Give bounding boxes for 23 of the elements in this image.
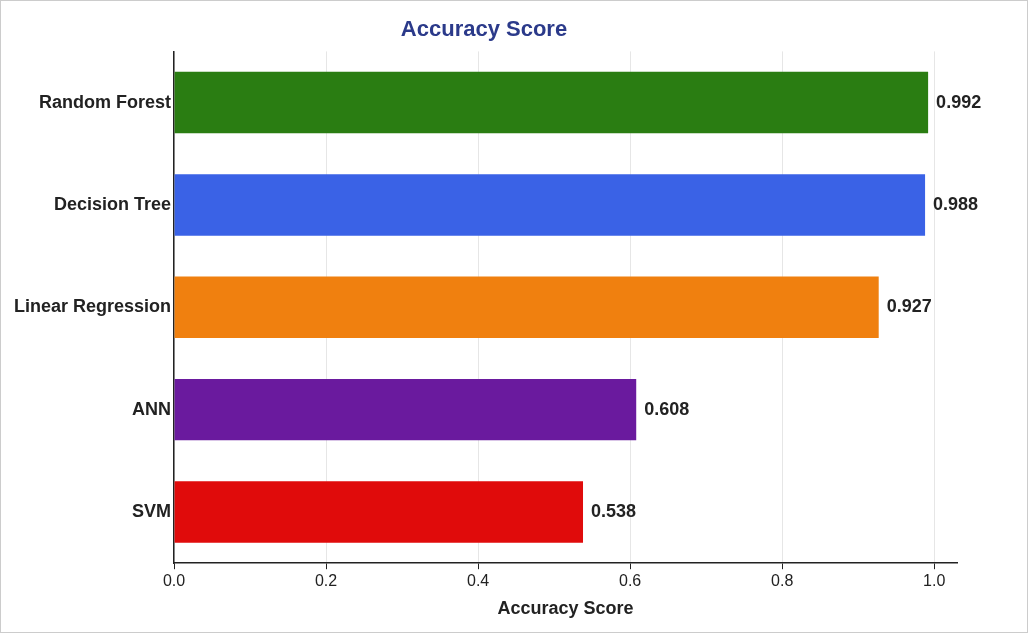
bar bbox=[174, 276, 879, 339]
y-tick-label: Decision Tree bbox=[53, 193, 172, 214]
bar bbox=[174, 378, 637, 441]
y-tick-label: Linear Regression bbox=[13, 296, 172, 317]
x-tick-label: 0.8 bbox=[771, 572, 794, 590]
data-label: 0.608 bbox=[644, 398, 690, 419]
x-tick-label: 1.0 bbox=[923, 572, 946, 590]
bar bbox=[174, 174, 926, 236]
x-tick-label: 0.2 bbox=[314, 572, 338, 590]
y-tick-label: SVM bbox=[132, 500, 172, 521]
bar bbox=[174, 481, 584, 543]
y-tick-label: Random Forest bbox=[39, 91, 172, 112]
data-label: 0.927 bbox=[886, 296, 932, 317]
data-label: 0.992 bbox=[936, 91, 982, 112]
x-tick-label: 0.6 bbox=[619, 572, 642, 590]
x-tick-label: 0.0 bbox=[162, 572, 186, 590]
x-tick-label: 0.4 bbox=[466, 572, 490, 590]
data-label: 0.988 bbox=[933, 193, 979, 214]
y-tick-label: ANN bbox=[132, 398, 172, 419]
x-axis-title: Accuracy Score bbox=[497, 598, 634, 619]
chart-title: Accuracy Score bbox=[400, 16, 568, 42]
bar bbox=[174, 71, 929, 134]
data-label: 0.538 bbox=[591, 500, 637, 521]
